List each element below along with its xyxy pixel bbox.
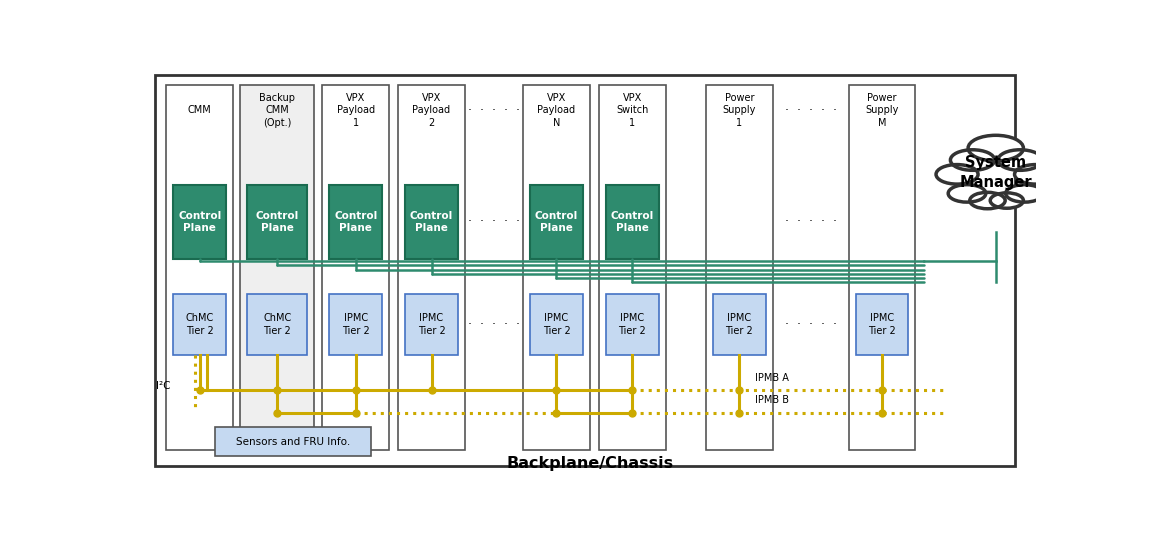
Text: IPMC
Tier 2: IPMC Tier 2: [542, 313, 570, 336]
Text: VPX
Payload
N: VPX Payload N: [538, 93, 576, 128]
Bar: [605, 185, 658, 259]
Bar: [405, 185, 458, 259]
Circle shape: [951, 150, 994, 171]
Bar: [531, 185, 582, 259]
Text: ChMC
Tier 2: ChMC Tier 2: [264, 313, 291, 336]
Text: System
Manager: System Manager: [960, 155, 1032, 190]
Bar: [599, 86, 665, 450]
Text: IPMB A: IPMB A: [755, 373, 788, 383]
Text: Control
Plane: Control Plane: [256, 211, 299, 233]
Circle shape: [968, 135, 1023, 161]
Text: ·  ·  ·  ·  ·: · · · · ·: [785, 104, 837, 117]
Bar: [605, 294, 658, 355]
Circle shape: [936, 165, 978, 184]
Bar: [174, 185, 226, 259]
Text: Backup
CMM
(Opt.): Backup CMM (Opt.): [259, 93, 296, 128]
Text: ·  ·  ·  ·  ·: · · · · ·: [785, 216, 837, 229]
Text: VPX
Payload
1: VPX Payload 1: [337, 93, 375, 128]
Bar: [531, 294, 582, 355]
Bar: [247, 294, 307, 355]
Bar: [166, 86, 233, 450]
Circle shape: [1014, 165, 1057, 184]
Bar: [241, 86, 314, 450]
Text: I²C: I²C: [157, 380, 170, 391]
Text: IPMB B: IPMB B: [755, 395, 788, 406]
Text: IPMC
Tier 2: IPMC Tier 2: [725, 313, 753, 336]
Text: VPX
Switch
1: VPX Switch 1: [616, 93, 648, 128]
Circle shape: [1006, 185, 1043, 202]
Text: VPX
Payload
2: VPX Payload 2: [412, 93, 450, 128]
Text: Power
Supply
M: Power Supply M: [866, 93, 899, 128]
Bar: [712, 294, 765, 355]
Text: Control
Plane: Control Plane: [611, 211, 654, 233]
Circle shape: [990, 193, 1023, 208]
Bar: [848, 86, 915, 450]
Text: ·  ·  ·  ·  ·: · · · · ·: [468, 318, 520, 331]
Bar: [247, 185, 307, 259]
Text: ·  ·  ·  ·  ·: · · · · ·: [785, 318, 837, 331]
Bar: [329, 185, 382, 259]
Text: Power
Supply
1: Power Supply 1: [723, 93, 756, 128]
Bar: [405, 294, 458, 355]
Text: IPMC
Tier 2: IPMC Tier 2: [868, 313, 895, 336]
Bar: [523, 86, 589, 450]
Circle shape: [970, 192, 1005, 209]
Text: IPMC
Tier 2: IPMC Tier 2: [418, 313, 445, 336]
Bar: [855, 294, 908, 355]
Text: Backplane/Chassis: Backplane/Chassis: [506, 456, 673, 471]
Text: IPMC
Tier 2: IPMC Tier 2: [342, 313, 369, 336]
Text: CMM: CMM: [188, 105, 212, 115]
Bar: [215, 427, 372, 456]
Bar: [398, 86, 465, 450]
Text: ChMC
Tier 2: ChMC Tier 2: [185, 313, 214, 336]
Circle shape: [998, 150, 1042, 171]
Text: Control
Plane: Control Plane: [535, 211, 578, 233]
Text: ·  ·  ·  ·  ·: · · · · ·: [468, 216, 520, 229]
Bar: [329, 294, 382, 355]
Text: ·  ·  ·  ·  ·: · · · · ·: [468, 104, 520, 117]
Bar: [322, 86, 389, 450]
Text: IPMC
Tier 2: IPMC Tier 2: [618, 313, 646, 336]
Bar: [174, 294, 226, 355]
Text: Control
Plane: Control Plane: [334, 211, 378, 233]
Text: Control
Plane: Control Plane: [410, 211, 453, 233]
Bar: [706, 86, 772, 450]
Text: Control
Plane: Control Plane: [178, 211, 221, 233]
Circle shape: [948, 185, 985, 202]
Text: Sensors and FRU Info.: Sensors and FRU Info.: [236, 436, 350, 447]
